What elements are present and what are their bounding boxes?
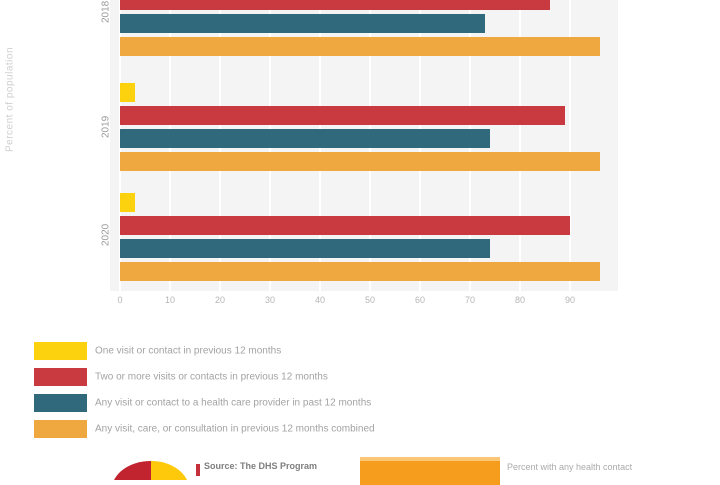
footer-source-label: Source: The DHS Program	[204, 461, 318, 471]
group-label-2018: 2018	[100, 0, 112, 24]
bar-2019-series1[interactable]	[120, 83, 135, 102]
bar-2019-series3[interactable]	[120, 129, 490, 148]
gridline-80	[519, 0, 521, 291]
bar-2020-series3[interactable]	[120, 239, 490, 258]
bar-2020-series2[interactable]	[120, 216, 570, 235]
x-tick-label-20: 20	[214, 295, 226, 305]
x-tick-label-80: 80	[514, 295, 526, 305]
bar-2019-series2[interactable]	[120, 106, 565, 125]
y-axis-title: Percent of population	[4, 47, 16, 153]
bar-2020-series4[interactable]	[120, 262, 600, 281]
footer-logo-yellow-arc-icon	[151, 461, 189, 480]
bar-2020-series1[interactable]	[120, 193, 135, 212]
x-tick-label-10: 10	[164, 295, 176, 305]
footer-logo-red-arc-icon	[112, 461, 151, 480]
footer-logo	[112, 458, 190, 480]
bar-2018-series3[interactable]	[120, 14, 485, 33]
gridline-90	[569, 0, 571, 291]
group-label-2019: 2019	[100, 115, 112, 139]
group-label-2020: 2020	[100, 223, 112, 247]
footer-red-mark-icon	[196, 464, 200, 476]
x-tick-label-90: 90	[564, 295, 576, 305]
bar-2018-series2[interactable]	[120, 0, 550, 10]
legend-label-1: One visit or contact in previous 12 mont…	[95, 345, 282, 357]
legend-label-4: Any visit, care, or consultation in prev…	[95, 423, 375, 435]
x-tick-label-30: 30	[264, 295, 276, 305]
plot-area	[110, 0, 618, 291]
x-tick-label-70: 70	[464, 295, 476, 305]
x-tick-label-50: 50	[364, 295, 376, 305]
footer-note-label: Percent with any health contact	[507, 462, 633, 472]
bar-2018-series4[interactable]	[120, 37, 600, 56]
legend-swatch-3	[34, 394, 87, 412]
bar-2019-series4[interactable]	[120, 152, 600, 171]
legend-swatch-2	[34, 368, 87, 386]
legend-swatch-1	[34, 342, 87, 360]
legend-label-3: Any visit or contact to a health care pr…	[95, 397, 372, 409]
x-tick-label-40: 40	[314, 295, 326, 305]
legend-swatch-4	[34, 420, 87, 438]
legend-label-2: Two or more visits or contacts in previo…	[95, 371, 328, 383]
footer-orange-swatch	[360, 457, 500, 485]
x-tick-label-0: 0	[117, 295, 123, 305]
x-tick-label-60: 60	[414, 295, 426, 305]
